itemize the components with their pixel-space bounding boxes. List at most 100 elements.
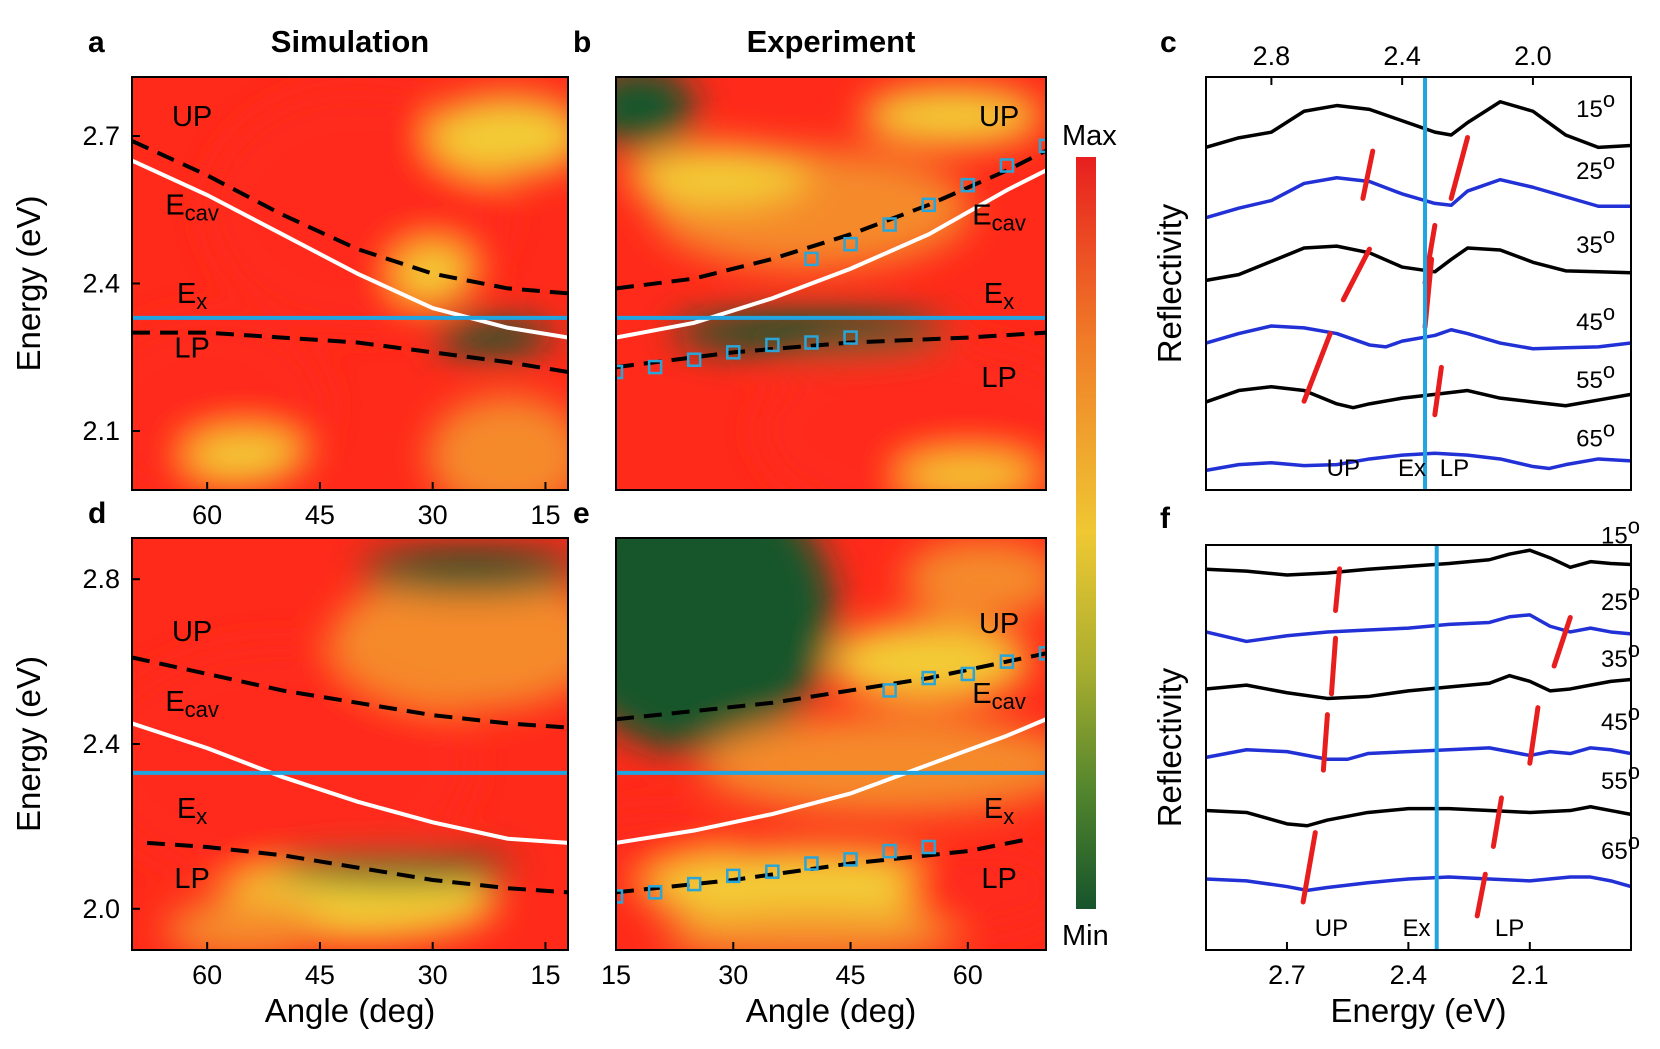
heatmap-blobs [616,538,1046,950]
data-marker [882,217,897,232]
guide-dash [1551,614,1573,669]
data-marker [647,359,663,375]
panel-letter: d [88,497,106,530]
heatmap-blob [427,96,568,176]
data-marker [616,364,624,380]
branch-label-up: UP [979,101,1019,133]
heatmap-blob [897,455,1038,490]
up-branch-line [616,651,1046,722]
heatmap-surface [132,538,568,950]
panel-c: c 15o 25o 35o 45o 55o 65o UP Ex LP 2.8 2.4 2.0 Reflec… [1151,26,1632,491]
heatmap-blob [184,430,305,481]
x-tick-label: 60 [192,960,222,990]
bottom-tick-label: 2.4 [1390,960,1428,990]
heatmap-blob [164,899,325,950]
angle-label-25: 25o [1576,149,1615,185]
plot-frame [615,537,1047,951]
spectra-group [1205,548,1632,893]
guide-dash [1527,705,1541,766]
data-marker [1038,138,1046,154]
angle-label-25: 25o [1601,580,1640,616]
panel-title: Simulation [271,24,429,59]
plot-frame [615,76,1047,491]
branch-label-subscript: x [1003,804,1014,829]
heatmap-blob [903,539,1046,620]
heatmap-blob [275,852,516,883]
x-tick-label: 15 [530,960,560,990]
branch-label-up: UP [1327,455,1360,482]
branch-label-up: UP [172,101,212,133]
data-marker [882,843,897,859]
branch-label-ex: Ex [1402,915,1430,942]
y-axis-title: Energy (eV) [10,656,47,832]
spectrum-45 [1205,324,1632,351]
guide-dash [1301,331,1333,404]
heatmap-blob [903,848,1046,929]
bottom-tick-label: 2.1 [1511,960,1549,990]
cavity-line [616,168,1046,340]
heatmap-blob [699,714,1046,815]
spectrum-25 [1205,176,1631,220]
data-marker [999,654,1015,669]
branch-label-lp: LP [174,863,209,895]
branch-label-up: UP [172,616,212,648]
guide-dash [1360,148,1376,201]
degree-symbol: o [1603,87,1615,112]
data-marker [1038,646,1046,661]
panel-letter: e [573,497,590,530]
branch-label-up: UP [979,608,1019,640]
branch-label-lp: LP [1440,455,1469,482]
angle-label-35: 35o [1576,223,1615,259]
panel-letter: a [88,26,105,59]
data-marker [843,330,858,345]
y-tick-label: 2.4 [82,269,120,299]
data-marker [843,852,858,867]
heatmap-blob [427,395,568,490]
branch-label-ex: Ex [1398,455,1426,482]
heatmap-blob [616,77,695,147]
panel-letter: c [1160,26,1177,59]
branch-label-subscript: cav [992,689,1026,714]
heatmap-surface [616,538,1046,950]
data-marker [726,345,741,360]
data-marker [999,158,1015,173]
guide-dash [1328,635,1339,697]
branch-label-subscript: cav [185,697,219,722]
heatmap-blob [330,571,568,711]
x-tick-label: 15 [601,960,631,990]
spectrum-55 [1205,385,1632,410]
heatmap-blob [661,912,962,950]
branch-label-ex: Ex [177,793,207,829]
data-marker [804,856,819,871]
branch-label-subscript: cav [992,211,1026,236]
cavity-line [616,717,1046,845]
y-tick-label: 2.8 [82,564,120,594]
data-marker [726,868,741,884]
spectrum-25 [1205,613,1632,644]
data-marker [804,251,819,267]
branch-label-subscript: x [1003,289,1014,314]
degree-symbol: o [1603,358,1615,383]
x-tick-label: 15 [530,500,560,530]
heatmap-blob [392,243,473,304]
data-marker [882,683,897,698]
spectrum-45 [1205,746,1632,761]
plot-frame [1205,76,1632,491]
spectra-group [1205,100,1632,473]
data-marker [921,839,936,855]
data-marker [921,670,936,686]
spectrum-65 [1205,451,1632,473]
angle-label-65: 65o [1601,829,1640,865]
spectrum-35 [1205,673,1632,701]
y-tick-label: 2.0 [82,894,120,924]
degree-symbol: o [1628,829,1640,854]
heatmap-blob [641,848,982,929]
guide-dash [1300,830,1318,905]
y-tick-label: 2.1 [82,416,120,446]
guide-dash [1340,246,1372,303]
x-tick-label: 60 [953,960,983,990]
